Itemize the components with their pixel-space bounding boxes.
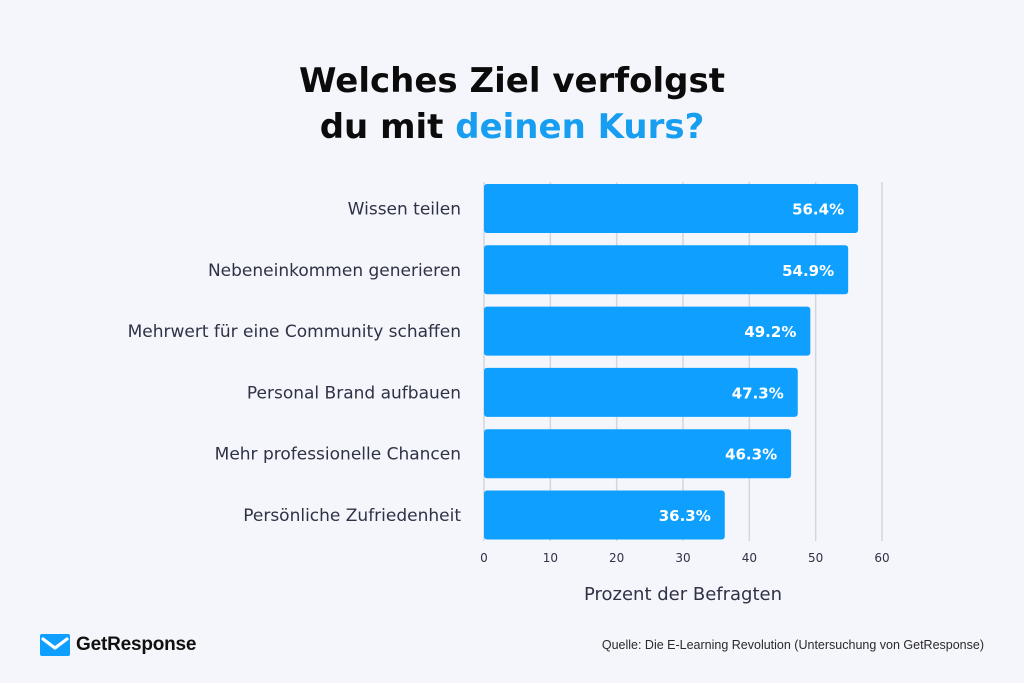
grid-lines [483,182,883,541]
x-tick-label: 20 [609,551,624,565]
x-axis-ticks: 0 10 20 30 40 50 60 [480,551,889,565]
bar [484,367,798,417]
bar-value-label: 36.3% [659,507,711,525]
x-tick-label: 10 [543,551,558,565]
bar-value-label: 54.9% [782,262,834,280]
brand-name: GetResponse [76,634,197,655]
x-tick-label: 40 [742,551,757,565]
envelope-icon [40,634,70,656]
category-labels: Wissen teilen Nebeneinkommen generieren Me… [128,200,462,527]
category-label: Persönliche Zufriedenheit [243,506,461,526]
x-tick-label: 0 [480,551,488,565]
title-line-2-accent: deinen Kurs? [455,107,705,147]
category-label: Nebeneinkommen generieren [208,261,461,281]
category-label: Mehr professionelle Chancen [215,445,461,465]
title-line-2-plain: du mit [319,107,456,147]
bar [484,184,859,233]
bar [484,429,792,479]
x-tick-label: 60 [874,551,889,565]
bar-value-label: 56.4% [792,201,844,219]
chart-title: Welches Ziel verfolgst du mit deinen Kur… [0,58,1024,150]
title-line-1: Welches Ziel verfolgst [299,61,725,101]
category-label: Wissen teilen [348,200,461,220]
bar [484,306,811,356]
bar [484,245,849,295]
x-axis-label: Prozent der Befragten [584,584,782,605]
source-note: Quelle: Die E-Learning Revolution (Unter… [601,638,984,652]
bar [484,490,725,540]
brand-logo: GetResponse [40,632,196,658]
bar-value-label: 46.3% [725,446,777,464]
category-label: Personal Brand aufbauen [247,383,461,403]
bar-value-label: 49.2% [744,323,796,341]
x-tick-label: 50 [808,551,823,565]
bars: 56.4% 54.9% 49.2% 47.3% 46.3% 36.3% [484,184,859,540]
x-tick-label: 30 [675,551,690,565]
bar-value-label: 47.3% [732,384,784,402]
category-label: Mehrwert für eine Community schaffen [128,322,461,342]
